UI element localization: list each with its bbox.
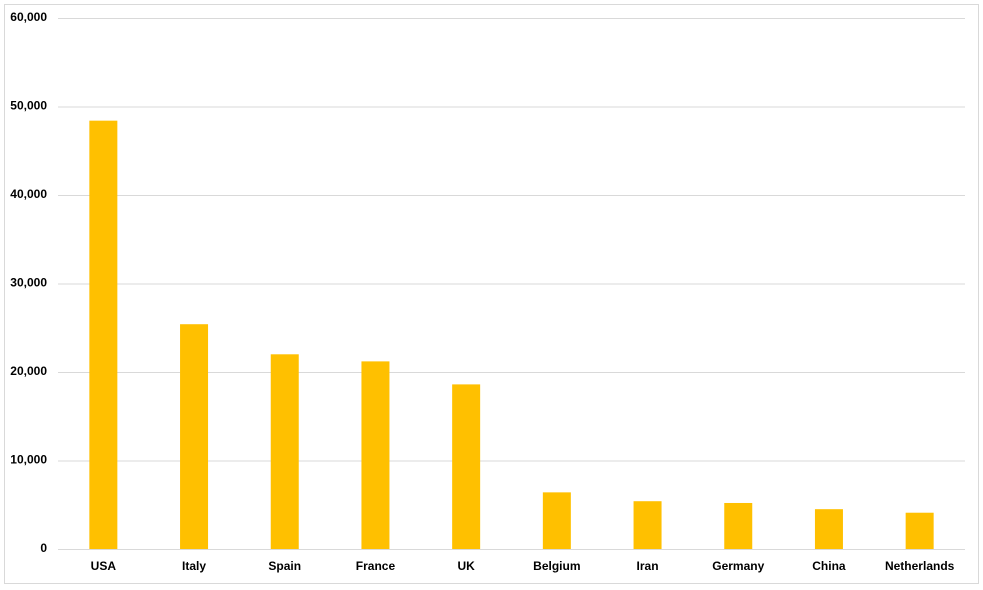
x-tick-label: Netherlands bbox=[885, 559, 955, 573]
bar bbox=[89, 120, 118, 549]
x-tick-label: China bbox=[812, 559, 846, 573]
bar bbox=[724, 502, 753, 549]
y-tick-label: 40,000 bbox=[10, 187, 47, 201]
x-tick-label: USA bbox=[91, 559, 117, 573]
x-tick-label: Iran bbox=[637, 559, 659, 573]
x-tick-label: Spain bbox=[268, 559, 301, 573]
bar bbox=[814, 509, 843, 549]
chart-border bbox=[4, 4, 979, 584]
bar bbox=[180, 324, 209, 549]
bar bbox=[633, 501, 662, 549]
y-tick-label: 30,000 bbox=[10, 276, 47, 290]
x-tick-label: UK bbox=[457, 559, 475, 573]
bar bbox=[361, 361, 390, 549]
y-tick-label: 50,000 bbox=[10, 99, 47, 113]
bar bbox=[542, 492, 571, 549]
bar bbox=[452, 384, 481, 549]
y-tick-label: 10,000 bbox=[10, 453, 47, 467]
bar bbox=[270, 354, 299, 549]
y-tick-label: 0 bbox=[40, 541, 47, 555]
y-tick-label: 60,000 bbox=[10, 10, 47, 24]
x-tick-label: Germany bbox=[712, 559, 764, 573]
y-tick-label: 20,000 bbox=[10, 364, 47, 378]
x-tick-label: Italy bbox=[182, 559, 206, 573]
x-tick-label: Belgium bbox=[533, 559, 580, 573]
bar bbox=[905, 512, 934, 549]
x-tick-label: France bbox=[356, 559, 396, 573]
